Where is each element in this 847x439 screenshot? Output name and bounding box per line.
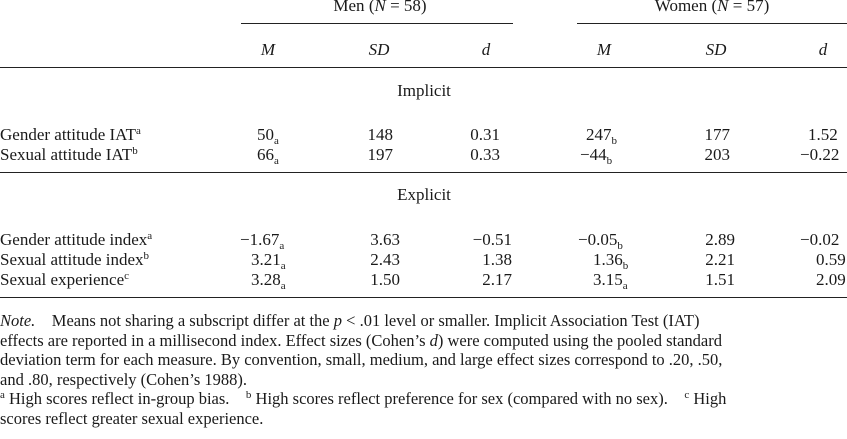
- footnotes-line-2: scores reflect greater sexual experience…: [0, 408, 264, 428]
- column-header-rule: [0, 67, 847, 68]
- cell-women-m: −0.05b: [578, 230, 623, 252]
- cell-men-d: 1.38: [482, 250, 512, 269]
- table-note: Note. Means not sharing a subscript diff…: [0, 311, 847, 428]
- cell-men-d: 2.17: [482, 270, 512, 289]
- cell-men-sd: 1.50: [370, 270, 400, 289]
- cell-women-m: 1.36b: [593, 250, 629, 272]
- cell-men-m: 3.21a: [251, 250, 286, 272]
- cell-men-m: −1.67a: [240, 230, 285, 252]
- cell-women-sd: 2.89: [705, 230, 735, 249]
- cell-men-sd: 148: [367, 125, 394, 144]
- cell-men-m: 3.28a: [251, 270, 286, 292]
- cell-women-d: 1.52: [808, 125, 838, 144]
- col-header-women-sd: SD: [705, 40, 727, 59]
- row-label-gender-attitude-iat: Gender attitude IATa: [0, 125, 141, 144]
- col-header-men-sd: SD: [368, 40, 390, 59]
- cell-women-sd: 1.51: [705, 270, 735, 289]
- col-header-women-d: d: [818, 40, 828, 59]
- cell-men-d: 0.31: [470, 125, 500, 144]
- cell-women-m: −44b: [580, 145, 613, 167]
- row-label-gender-attitude-index: Gender attitude indexa: [0, 230, 153, 249]
- cell-men-sd: 3.63: [370, 230, 400, 249]
- footnotes-line-1: a High scores reflect in-group bias. b H…: [0, 389, 727, 408]
- men-header-rule: [241, 23, 513, 24]
- cell-men-m: 50a: [257, 125, 279, 147]
- section-rule: [0, 172, 847, 173]
- note-line-4: and .80, respectively (Cohen’s 1988).: [0, 369, 247, 389]
- women-header-rule: [577, 23, 847, 24]
- group-header-women: Women (N = 57): [654, 0, 770, 15]
- section-heading-explicit: Explicit: [397, 185, 451, 204]
- cell-women-d: 0.59: [816, 250, 846, 269]
- col-header-women-m: M: [596, 40, 612, 59]
- cell-men-d: −0.51: [472, 230, 512, 249]
- cell-men-m: 66a: [257, 145, 279, 167]
- note-line-1: Note. Means not sharing a subscript diff…: [0, 311, 700, 330]
- cell-women-m: 3.15a: [593, 270, 628, 292]
- col-header-men-m: M: [260, 40, 276, 59]
- cell-men-sd: 2.43: [370, 250, 400, 269]
- cell-women-d: −0.22: [800, 145, 840, 164]
- section-heading-implicit: Implicit: [397, 81, 451, 100]
- cell-men-sd: 197: [367, 145, 394, 164]
- cell-women-sd: 177: [704, 125, 731, 144]
- group-header-men: Men (N = 58): [333, 0, 427, 15]
- cell-men-d: 0.33: [470, 145, 500, 164]
- cell-women-d: 2.09: [816, 270, 846, 289]
- cell-women-d: −0.02: [800, 230, 840, 249]
- note-line-3: deviation term for each measure. By conv…: [0, 350, 723, 369]
- cell-women-sd: 2.21: [705, 250, 735, 269]
- cell-women-m: 247b: [586, 125, 617, 147]
- col-header-men-d: d: [481, 40, 491, 59]
- row-label-sexual-experience: Sexual experiencec: [0, 270, 130, 289]
- row-label-sexual-attitude-iat: Sexual attitude IATb: [0, 145, 138, 164]
- row-label-sexual-attitude-index: Sexual attitude indexb: [0, 250, 150, 269]
- note-line-2: effects are reported in a millisecond in…: [0, 330, 722, 350]
- cell-women-sd: 203: [704, 145, 731, 164]
- table-bottom-rule: [0, 297, 847, 298]
